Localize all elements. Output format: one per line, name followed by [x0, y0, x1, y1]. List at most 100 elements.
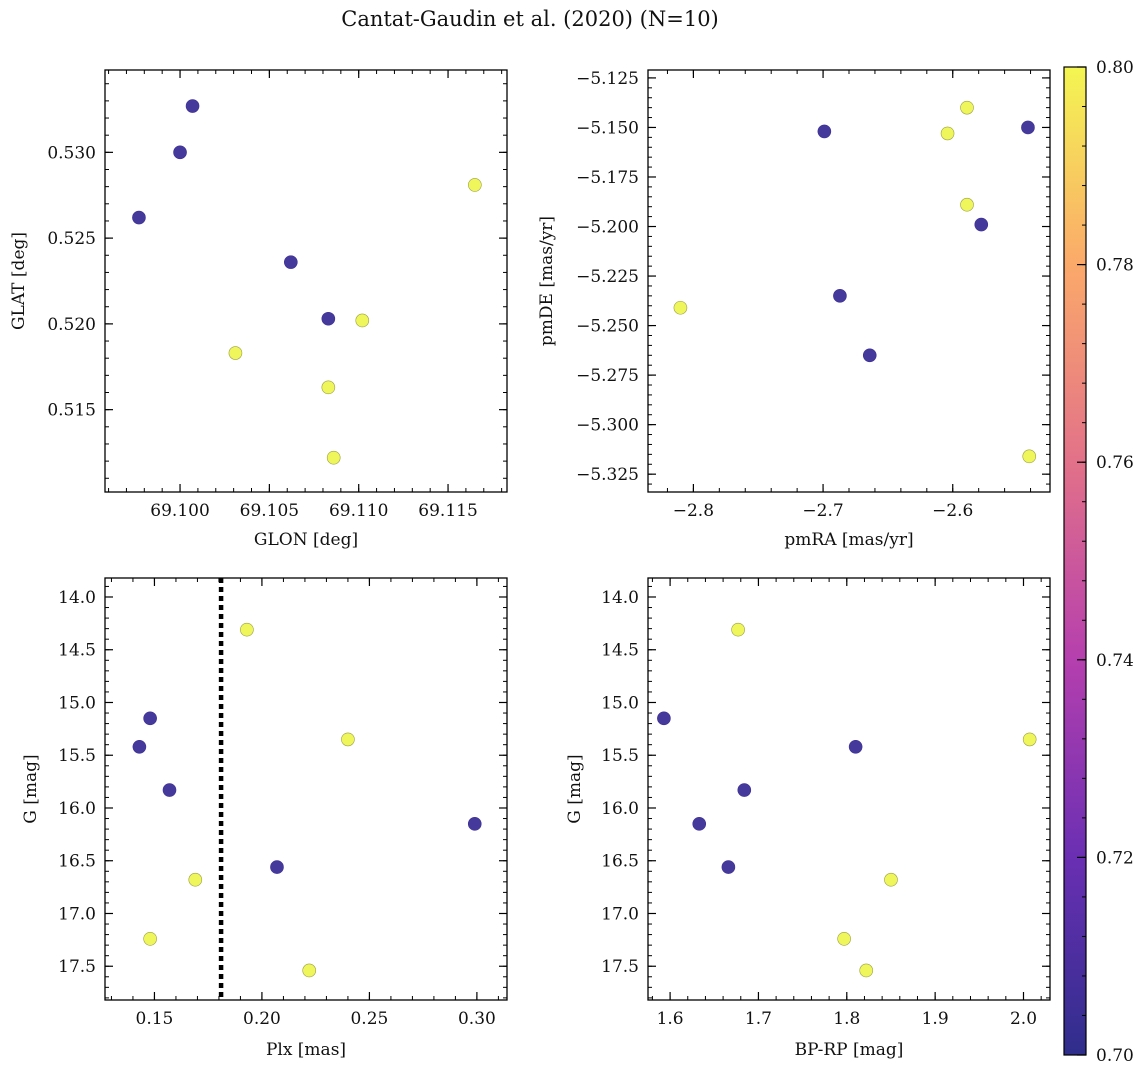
axes-frame — [104, 577, 508, 1001]
scatter-point — [692, 817, 707, 831]
colorbar-tick-label: 0.70 — [1096, 1046, 1134, 1066]
panel-glon-glat: 69.100 69.105 69.110 69.115 0.515 0.520 0.525 0… — [9, 69, 508, 550]
colorbar-tick-label: 0.74 — [1096, 651, 1134, 671]
colorbar-tick-label: 0.78 — [1096, 256, 1134, 276]
x-axis-label: BP-RP [mag] — [795, 1040, 904, 1060]
scatter-point — [302, 963, 317, 978]
x-tick-label: 0.25 — [350, 1009, 388, 1029]
scatter-point — [173, 145, 187, 160]
scatter-point — [721, 860, 736, 874]
scatter-point — [960, 100, 974, 115]
y-tick-label: 17.5 — [58, 957, 96, 977]
scatter-point — [884, 872, 898, 887]
scatter-point — [833, 289, 847, 303]
y-tick-label: −5.300 — [576, 416, 639, 436]
y-tick-label: −5.150 — [576, 118, 639, 138]
scatter-point — [228, 346, 243, 360]
scatter-point — [355, 313, 370, 328]
y-tick-label: 0.515 — [47, 401, 96, 421]
y-tick-label: 15.0 — [601, 693, 639, 713]
scatter-point — [1021, 120, 1035, 135]
y-tick-label: 16.0 — [58, 799, 96, 819]
x-tick-label: −2.6 — [932, 501, 973, 521]
x-tick-label: −2.8 — [673, 501, 714, 521]
y-axis-label: GLAT [deg] — [9, 232, 29, 330]
x-tick-label: 69.110 — [329, 501, 388, 521]
scatter-point — [162, 783, 177, 797]
scatter-point — [731, 622, 745, 637]
y-tick-label: 15.0 — [58, 693, 96, 713]
y-tick-label: −5.325 — [576, 465, 639, 485]
scatter-point — [837, 932, 851, 946]
scatter-point — [132, 739, 147, 754]
colorbar-tick-label: 0.80 — [1096, 58, 1134, 78]
scatter-point — [1022, 732, 1037, 747]
scatter-point — [859, 963, 874, 978]
scatter-point — [240, 622, 254, 637]
figure-title: Cantat-Gaudin et al. (2020) (N=10) — [341, 7, 719, 31]
panel-bprp-g: 1.6 1.7 1.8 1.9 2.0 14.0 14.5 15.0 15.5 16.0 16.5 1… — [565, 577, 1051, 1060]
x-tick-label: 1.6 — [657, 1009, 684, 1029]
y-tick-label: −5.200 — [576, 218, 639, 238]
x-axis-label: GLON [deg] — [254, 530, 358, 550]
y-tick-label: 15.5 — [58, 746, 96, 766]
axes-frame — [104, 69, 508, 493]
colorbar-tick-label: 0.72 — [1096, 848, 1134, 868]
scatter-point — [341, 732, 355, 747]
y-tick-label: 16.0 — [601, 799, 639, 819]
scatter-point — [862, 348, 877, 363]
scatter-point — [188, 872, 203, 887]
x-tick-label: 1.9 — [922, 1009, 949, 1029]
scatter-point — [143, 711, 157, 726]
y-axis-label: pmDE [mas/yr] — [537, 216, 557, 346]
y-tick-label: 0.530 — [47, 143, 96, 163]
y-tick-label: 17.0 — [58, 904, 96, 924]
y-tick-label: −5.225 — [576, 267, 639, 287]
y-tick-label: 0.525 — [47, 229, 96, 249]
colorbar-gradient — [1063, 66, 1087, 1056]
panels: 69.100 69.105 69.110 69.115 0.515 0.520 0.525 0… — [9, 69, 1051, 1060]
y-axis-label: G [mag] — [21, 754, 41, 823]
y-tick-label: 17.5 — [601, 957, 639, 977]
x-tick-label: 69.115 — [418, 501, 477, 521]
y-tick-label: 0.520 — [47, 315, 96, 335]
axes-frame — [647, 69, 1051, 493]
scatter-point — [1022, 449, 1037, 464]
scatter-point — [817, 124, 832, 139]
y-axis-label: G [mag] — [565, 754, 585, 823]
y-tick-label: −5.275 — [576, 366, 639, 386]
x-axis-label: Plx [mas] — [266, 1040, 346, 1060]
scatter-point — [960, 197, 974, 212]
scatter-point — [737, 783, 752, 797]
scatter-point — [848, 739, 863, 754]
y-tick-label: −5.175 — [576, 168, 639, 188]
y-tick-label: 14.0 — [58, 588, 96, 608]
panel-plx-g: 0.15 0.20 0.25 0.30 14.0 14.5 15.0 15.5 16.0 16.5… — [21, 577, 508, 1060]
axes-frame — [647, 577, 1051, 1001]
panel-pmra-pmde: −2.8 −2.7 −2.6 −5.325 −5.300 −5.275 −5.250 −5.2… — [537, 69, 1051, 550]
x-tick-label: 1.8 — [833, 1009, 860, 1029]
scatter-point — [284, 255, 298, 269]
colorbar: 0.70 0.72 0.74 0.76 0.78 0.80 — [1063, 58, 1134, 1066]
scatter-point — [326, 450, 341, 465]
scatter-point — [185, 99, 200, 113]
y-tick-label: 15.5 — [601, 746, 639, 766]
scatter-point — [467, 817, 482, 831]
scatter-point — [132, 210, 146, 225]
x-tick-label: 69.100 — [150, 501, 209, 521]
scatter-point — [657, 711, 671, 726]
x-tick-label: 0.15 — [136, 1009, 174, 1029]
x-tick-label: 0.30 — [458, 1009, 496, 1029]
x-tick-label: −2.7 — [802, 501, 843, 521]
scatter-point — [143, 932, 157, 946]
x-axis-label: pmRA [mas/yr] — [784, 530, 913, 550]
x-tick-label: 69.105 — [240, 501, 299, 521]
colorbar-tick-label: 0.76 — [1096, 453, 1134, 473]
scatter-point — [321, 380, 336, 395]
y-tick-label: −5.250 — [576, 317, 639, 337]
x-tick-label: 0.20 — [243, 1009, 281, 1029]
y-tick-label: 16.5 — [58, 852, 96, 872]
scatter-point — [673, 300, 688, 315]
colorbar-ticks: 0.70 0.72 0.74 0.76 0.78 0.80 — [1077, 58, 1134, 1066]
